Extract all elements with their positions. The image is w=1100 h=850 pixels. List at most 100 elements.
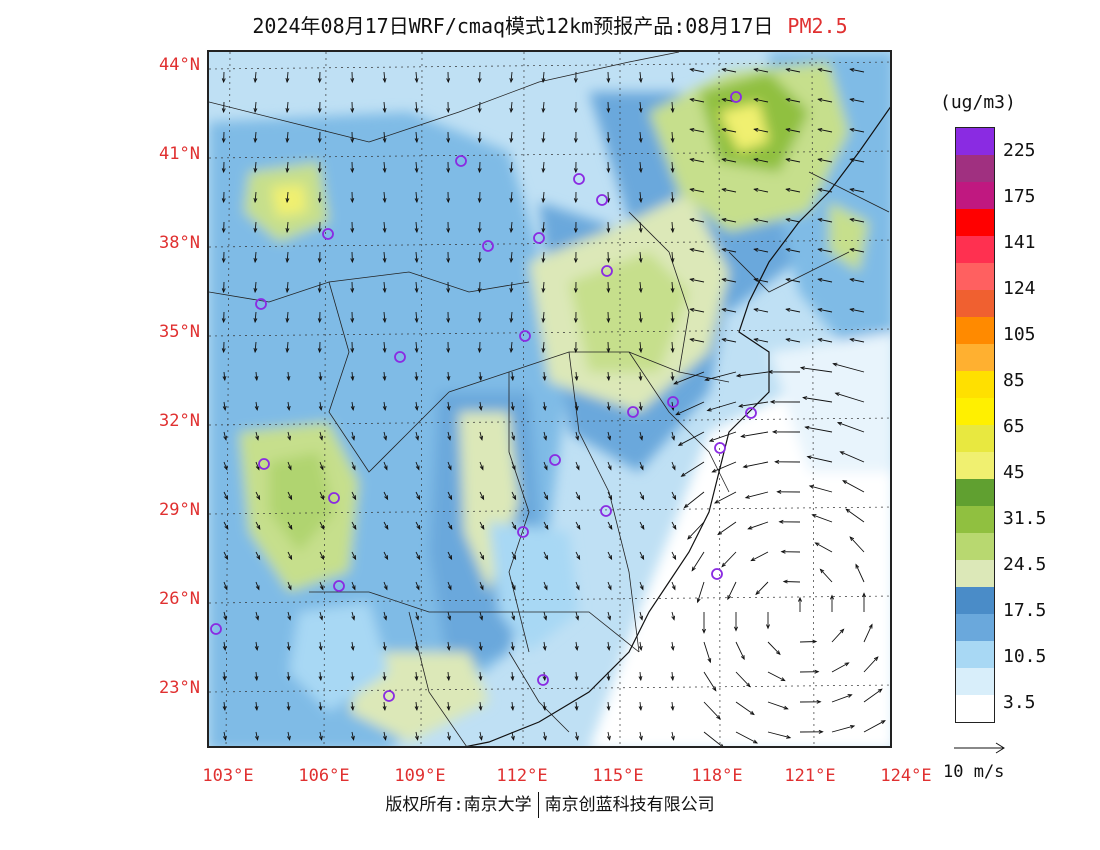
wind-arrow <box>807 456 833 463</box>
wind-arrow-head <box>480 555 485 561</box>
wind-arrow <box>287 521 293 530</box>
wind-arrow-head <box>671 435 676 441</box>
wind-arrow <box>415 101 418 113</box>
wind-arrow-head <box>670 705 675 712</box>
city-marker <box>333 580 345 592</box>
wind-arrow-head <box>785 187 791 192</box>
wind-arrow <box>639 161 642 173</box>
lat-label-38: 38°N <box>159 233 200 253</box>
wind-arrow-head <box>477 288 482 294</box>
colorbar-units: (ug/m3) <box>940 92 1016 113</box>
wind-arrow-head <box>415 435 420 441</box>
wind-arrow-head <box>222 675 227 682</box>
wind-arrow <box>255 641 258 650</box>
wind-arrow <box>542 161 545 173</box>
wind-arrow-head <box>446 375 451 382</box>
wind-arrow-head <box>221 168 226 174</box>
wind-arrow-head <box>606 78 611 84</box>
wind-arrow <box>818 98 833 103</box>
wind-arrow <box>639 221 642 233</box>
wind-arrow-head <box>675 411 681 416</box>
wind-arrow-head <box>638 167 643 174</box>
wind-arrow-head <box>382 77 387 84</box>
wind-arrow-head <box>749 710 755 716</box>
wind-arrow <box>754 218 769 223</box>
wind-arrow-head <box>670 168 675 174</box>
wind-arrow-head <box>721 157 727 162</box>
wind-arrow <box>671 581 676 590</box>
wind-arrow <box>415 161 418 173</box>
wind-arrow <box>717 521 737 535</box>
wind-arrow <box>479 491 485 500</box>
wind-arrow-head <box>716 715 721 720</box>
wind-arrow <box>690 188 705 193</box>
wind-arrow <box>383 131 386 143</box>
wind-arrow-head <box>719 743 724 746</box>
wind-arrow <box>671 671 674 681</box>
wind-arrow-head <box>350 675 355 682</box>
wind-arrow-head <box>414 228 419 234</box>
wind-arrow <box>818 308 833 313</box>
wind-arrow <box>542 101 545 113</box>
wind-arrow <box>805 426 833 433</box>
wind-arrow <box>319 581 324 590</box>
wind-arrow <box>510 251 513 263</box>
wind-arrow <box>722 128 737 133</box>
wind-arrow <box>687 521 705 540</box>
wind-arrow-head <box>512 524 517 531</box>
wind-arrow <box>721 551 737 567</box>
wind-arrow-head <box>414 705 419 712</box>
wind-arrow <box>709 431 737 442</box>
wind-arrow-head <box>542 705 547 712</box>
wind-arrow <box>479 671 482 681</box>
wind-arrow-head <box>573 318 578 324</box>
colorbar-swatch <box>956 290 994 318</box>
wind-arrow-head <box>384 495 389 501</box>
wind-arrow-head <box>510 705 515 712</box>
wind-arrow <box>383 431 387 440</box>
colorbar-tick-label: 175 <box>1003 186 1036 207</box>
wind-arrow <box>850 158 865 163</box>
wind-arrow-head <box>670 645 675 652</box>
wind-arrow <box>607 701 610 710</box>
wind-arrow <box>703 731 723 746</box>
wind-arrow <box>767 671 785 682</box>
wind-arrow-head <box>542 645 547 652</box>
wind-arrow-head <box>285 347 290 354</box>
wind-arrow-head <box>670 258 675 264</box>
copyright-text: 版权所有:南京大学 <box>385 795 532 815</box>
wind-arrow <box>671 731 675 740</box>
wind-arrow-head <box>320 524 325 531</box>
wind-arrow <box>690 128 705 133</box>
wind-arrow <box>850 188 865 193</box>
wind-arrow-head <box>446 318 451 324</box>
wind-arrow <box>678 431 705 446</box>
wind-arrow <box>254 191 257 203</box>
wind-arrow-head <box>285 287 290 294</box>
province-boundaries <box>209 52 890 746</box>
wind-arrow <box>690 68 705 73</box>
wind-arrow <box>415 641 418 650</box>
wind-arrow <box>754 158 769 163</box>
wind-arrow-head <box>416 555 421 561</box>
wind-arrow <box>479 101 481 113</box>
wind-arrow-head <box>285 107 290 114</box>
pm25-map-canvas <box>209 52 890 746</box>
wind-arrow-head <box>721 97 727 102</box>
wind-arrow-head <box>286 735 291 741</box>
wind-arrow-head <box>255 435 260 441</box>
wind-arrow-head <box>639 465 644 471</box>
colorbar <box>955 127 995 723</box>
wind-arrow <box>607 521 613 530</box>
wind-arrow <box>639 521 645 530</box>
wind-arrow <box>690 308 705 313</box>
wind-arrow-head <box>849 247 855 252</box>
wind-arrow-head <box>783 705 789 710</box>
city-marker <box>627 406 639 418</box>
wind-arrow <box>671 71 674 83</box>
wind-arrow <box>607 731 611 740</box>
wind-arrow-head <box>351 435 356 441</box>
colorbar-tick-label: 31.5 <box>1003 508 1047 529</box>
wind-arrow <box>722 158 737 163</box>
wind-arrow <box>447 401 450 410</box>
